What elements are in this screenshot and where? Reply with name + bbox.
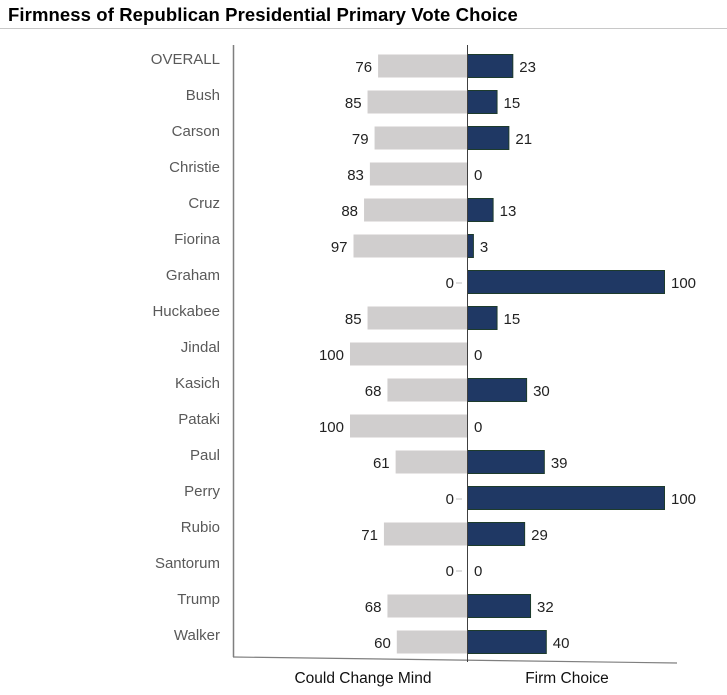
bar-could-change-mind-jindal — [350, 342, 467, 366]
bar-firm-choice-trump — [467, 594, 532, 618]
data-label-could-change-mind-pataki: 100 — [319, 419, 344, 436]
bar-firm-choice-fiorina — [467, 234, 474, 258]
title-divider — [0, 28, 727, 29]
bar-firm-choice-graham — [467, 270, 665, 294]
data-label-could-change-mind-paul: 61 — [373, 455, 390, 472]
data-label-firm-choice-santorum: 0 — [474, 563, 482, 580]
data-label-firm-choice-fiorina: 3 — [480, 239, 488, 256]
bar-could-change-mind-christie — [369, 162, 467, 186]
category-label-trump: Trump — [177, 591, 220, 608]
data-label-could-change-mind-bush: 85 — [345, 95, 362, 112]
data-label-could-change-mind-rubio: 71 — [361, 527, 378, 544]
data-label-could-change-mind-trump: 68 — [365, 599, 382, 616]
data-label-firm-choice-pataki: 0 — [474, 419, 482, 436]
bar-firm-choice-carson — [467, 126, 510, 150]
bar-could-change-mind-rubio — [383, 522, 467, 546]
category-label-cruz: Cruz — [188, 195, 220, 212]
data-label-firm-choice-paul: 39 — [551, 455, 568, 472]
category-label-santorum: Santorum — [155, 555, 220, 572]
data-label-could-change-mind-cruz: 88 — [341, 203, 358, 220]
bar-firm-choice-rubio — [467, 522, 526, 546]
data-label-firm-choice-bush: 15 — [504, 95, 521, 112]
category-label-paul: Paul — [190, 447, 220, 464]
category-label-graham: Graham — [166, 267, 220, 284]
data-label-could-change-mind-santorum: 0 — [446, 563, 454, 580]
bar-could-change-mind-carson — [374, 126, 467, 150]
data-label-firm-choice-walker: 40 — [553, 635, 570, 652]
data-label-firm-choice-cruz: 13 — [500, 203, 517, 220]
bar-could-change-mind-fiorina — [353, 234, 467, 258]
bar-could-change-mind-walker — [396, 630, 467, 654]
bar-could-change-mind-bush — [367, 90, 467, 114]
data-label-could-change-mind-perry: 0 — [446, 491, 454, 508]
data-label-firm-choice-perry: 100 — [671, 491, 696, 508]
category-label-christie: Christie — [169, 159, 220, 176]
data-label-could-change-mind-overall: 76 — [355, 59, 372, 76]
bar-firm-choice-huckabee — [467, 306, 498, 330]
data-label-could-change-mind-fiorina: 97 — [331, 239, 348, 256]
category-label-huckabee: Huckabee — [152, 303, 220, 320]
x-axis-line — [232, 656, 678, 664]
data-label-firm-choice-graham: 100 — [671, 275, 696, 292]
data-label-firm-choice-huckabee: 15 — [504, 311, 521, 328]
category-label-fiorina: Fiorina — [174, 231, 221, 248]
data-label-firm-choice-overall: 23 — [519, 59, 536, 76]
data-label-firm-choice-christie: 0 — [474, 167, 482, 184]
bar-could-change-mind-cruz — [364, 198, 467, 222]
bar-firm-choice-paul — [467, 450, 545, 474]
data-label-firm-choice-rubio: 29 — [531, 527, 548, 544]
data-label-firm-choice-jindal: 0 — [474, 347, 482, 364]
bar-firm-choice-cruz — [467, 198, 494, 222]
bar-could-change-mind-huckabee — [367, 306, 467, 330]
data-label-firm-choice-kasich: 30 — [533, 383, 550, 400]
category-label-bush: Bush — [186, 87, 220, 104]
data-label-firm-choice-carson: 21 — [515, 131, 532, 148]
bar-could-change-mind-paul — [395, 450, 467, 474]
data-label-could-change-mind-walker: 60 — [374, 635, 391, 652]
data-label-could-change-mind-huckabee: 85 — [345, 311, 362, 328]
category-label-pataki: Pataki — [178, 411, 220, 428]
x-axis-label-could-change-mind: Could Change Mind — [294, 670, 431, 687]
category-label-perry: Perry — [184, 483, 220, 500]
data-label-could-change-mind-jindal: 100 — [319, 347, 344, 364]
bar-could-change-mind-overall — [378, 54, 467, 78]
category-label-jindal: Jindal — [181, 339, 220, 356]
data-label-could-change-mind-graham: 0 — [446, 275, 454, 292]
data-label-could-change-mind-carson: 79 — [352, 131, 369, 148]
data-label-firm-choice-trump: 32 — [537, 599, 554, 616]
bar-firm-choice-walker — [467, 630, 547, 654]
data-label-could-change-mind-kasich: 68 — [365, 383, 382, 400]
x-axis-label-firm-choice: Firm Choice — [525, 670, 609, 687]
bar-firm-choice-perry — [467, 486, 665, 510]
category-label-walker: Walker — [174, 627, 220, 644]
bar-firm-choice-bush — [467, 90, 498, 114]
bar-could-change-mind-trump — [387, 594, 467, 618]
category-label-carson: Carson — [172, 123, 220, 140]
bar-firm-choice-kasich — [467, 378, 528, 402]
category-label-rubio: Rubio — [181, 519, 220, 536]
category-label-overall: OVERALL — [151, 51, 220, 68]
chart-title: Firmness of Republican Presidential Prim… — [8, 4, 518, 25]
category-label-kasich: Kasich — [175, 375, 220, 392]
bar-firm-choice-overall — [467, 54, 514, 78]
bar-could-change-mind-kasich — [387, 378, 467, 402]
bar-could-change-mind-pataki — [350, 414, 467, 438]
data-label-could-change-mind-christie: 83 — [347, 167, 364, 184]
